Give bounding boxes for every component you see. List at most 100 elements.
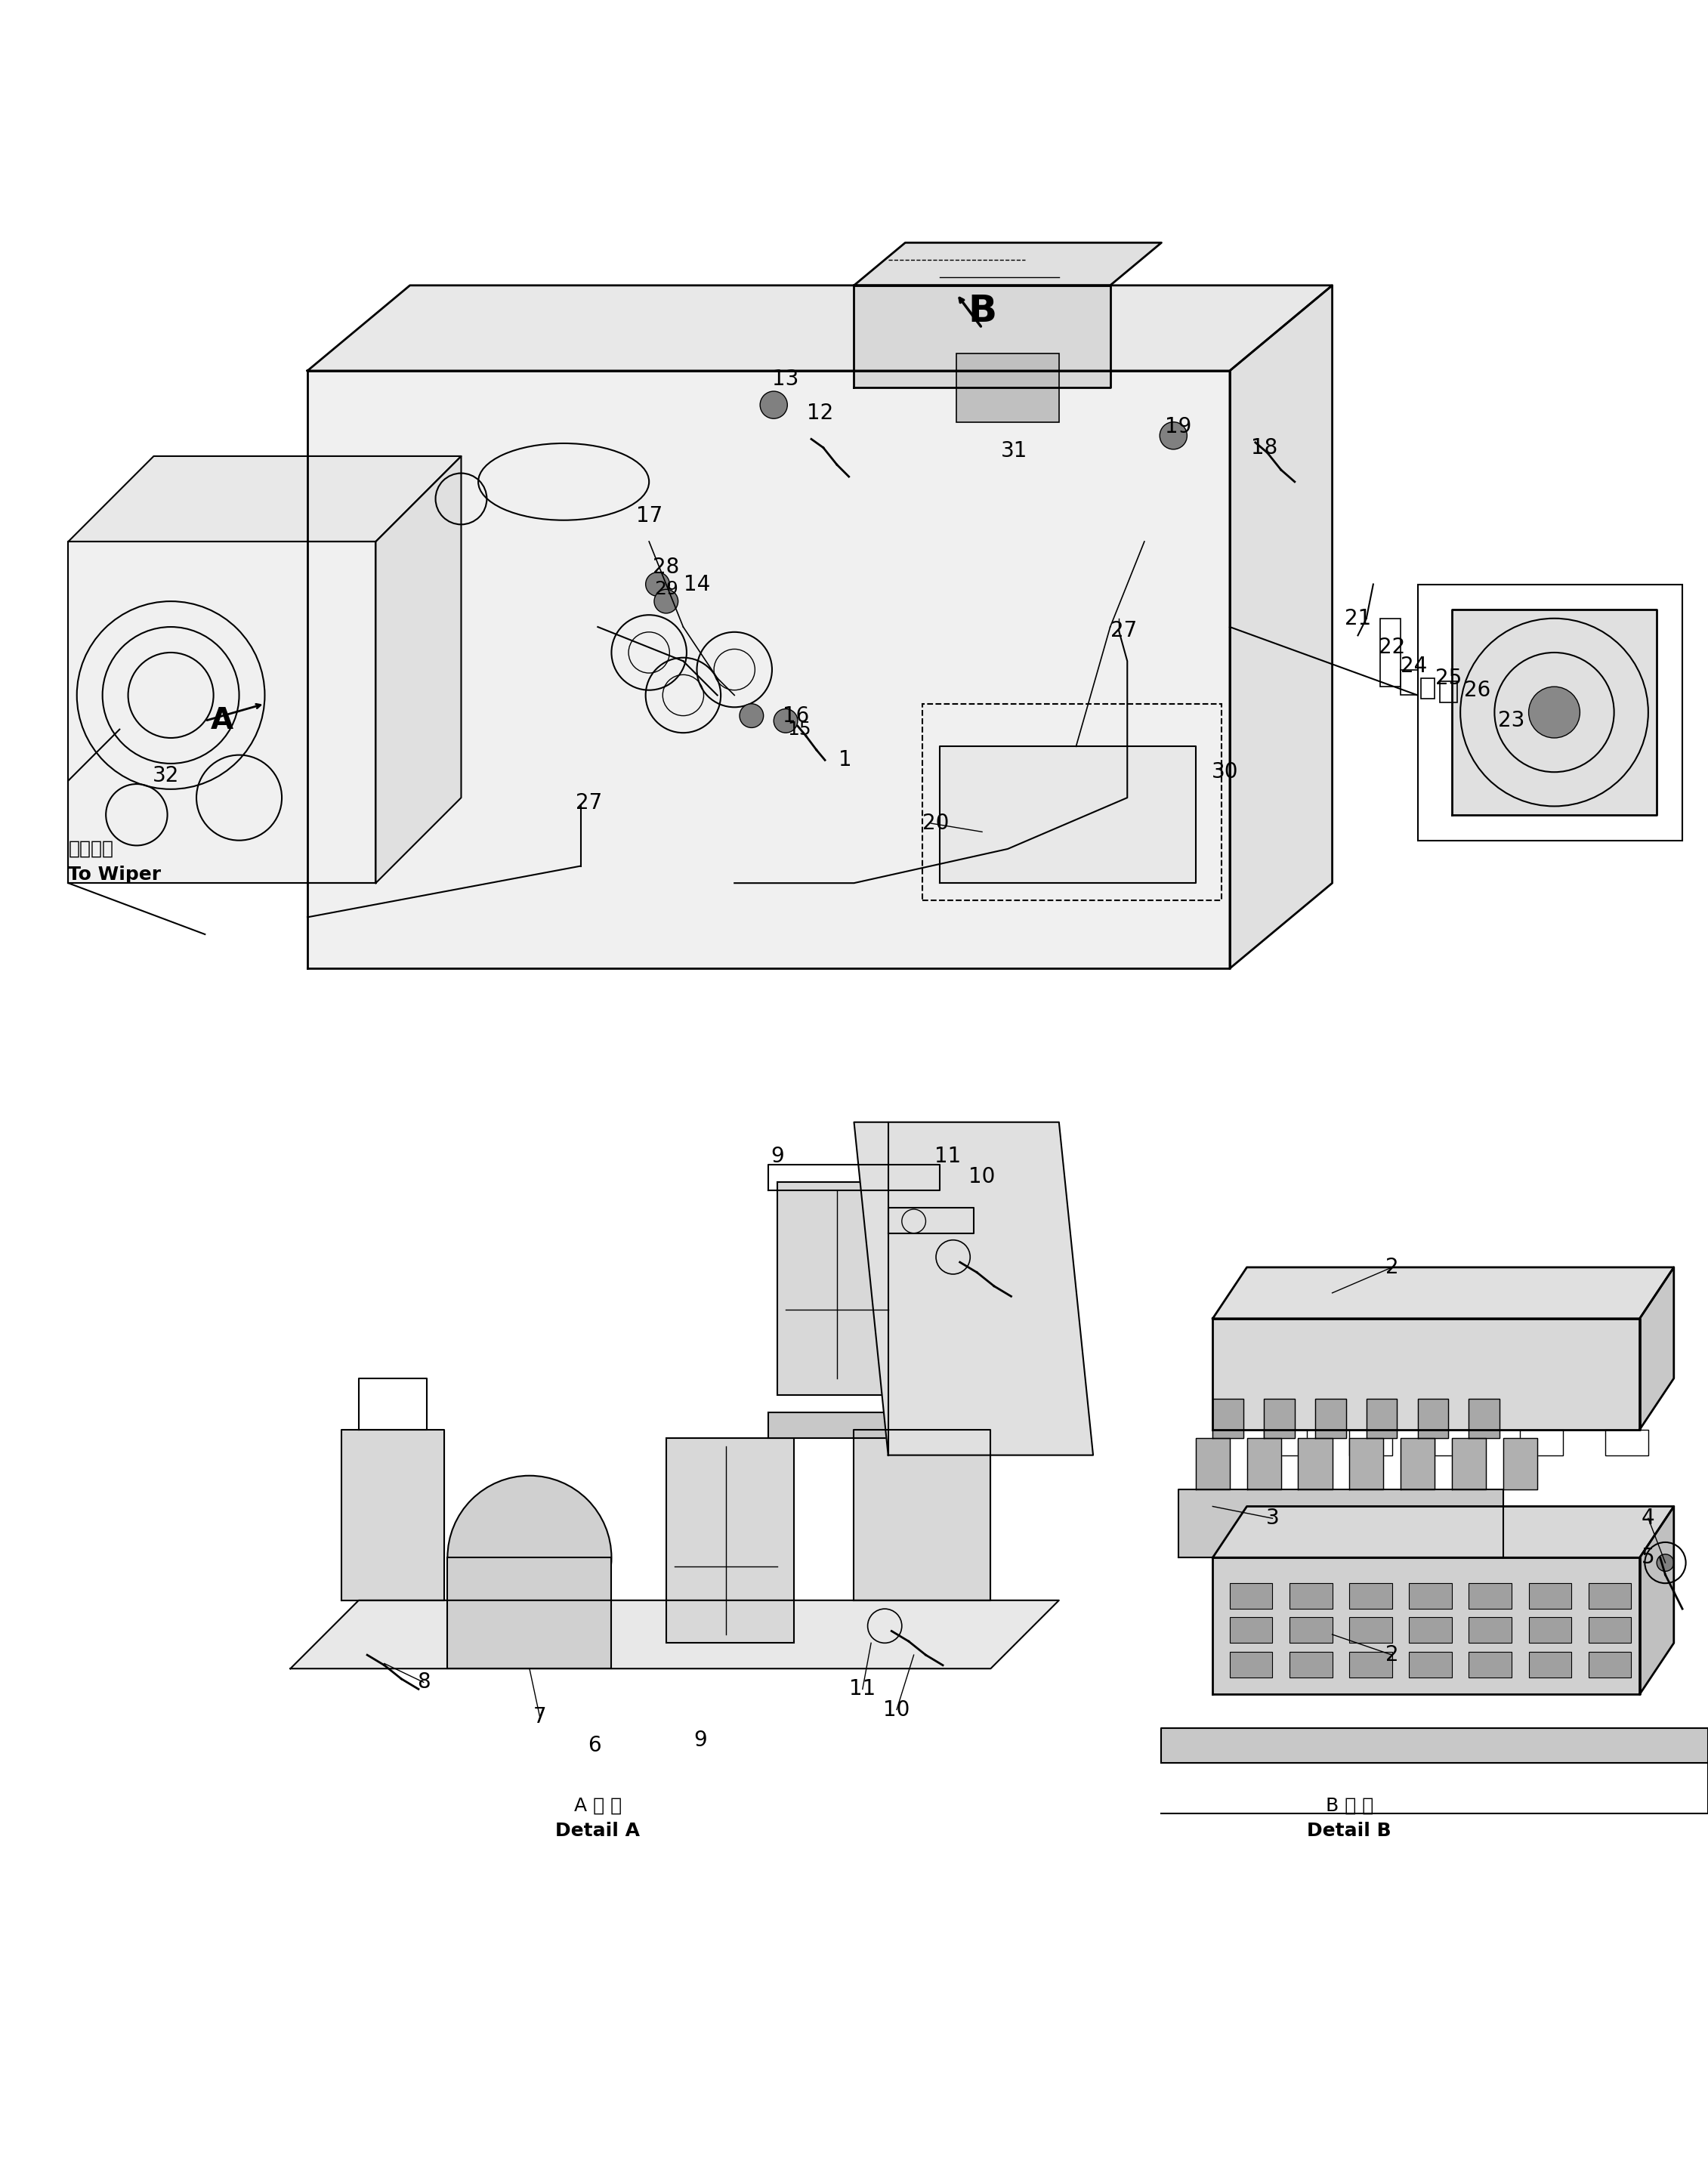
Text: 5: 5 — [1641, 1547, 1655, 1569]
Polygon shape — [307, 285, 1332, 370]
Bar — [1349, 1617, 1392, 1643]
Text: 9: 9 — [693, 1730, 707, 1752]
Polygon shape — [1452, 1438, 1486, 1488]
Text: 30: 30 — [1211, 762, 1238, 783]
Text: 21: 21 — [1344, 607, 1372, 629]
Bar — [1520, 1430, 1563, 1456]
Polygon shape — [1469, 1399, 1500, 1438]
Polygon shape — [68, 542, 376, 883]
Bar — [769, 1412, 922, 1438]
Text: 29: 29 — [654, 581, 678, 598]
Text: B: B — [968, 294, 996, 329]
Polygon shape — [1366, 1399, 1397, 1438]
Text: 25: 25 — [1435, 668, 1462, 690]
Text: A: A — [210, 707, 234, 735]
Circle shape — [447, 1475, 611, 1639]
Bar — [1380, 618, 1401, 688]
Polygon shape — [1213, 1399, 1243, 1438]
Text: 18: 18 — [1250, 437, 1278, 459]
Text: 11: 11 — [849, 1678, 876, 1699]
Text: 23: 23 — [1498, 709, 1525, 731]
Bar — [1349, 1584, 1392, 1608]
Bar — [1588, 1584, 1631, 1608]
Bar — [1349, 1430, 1392, 1456]
Bar — [1529, 1652, 1571, 1678]
Text: 24: 24 — [1401, 655, 1428, 677]
Bar — [1529, 1584, 1571, 1608]
Polygon shape — [1315, 1399, 1346, 1438]
Text: B 詳 細: B 詳 細 — [1325, 1795, 1373, 1815]
Polygon shape — [1640, 1506, 1674, 1695]
Text: 31: 31 — [1001, 440, 1028, 461]
Polygon shape — [307, 370, 1230, 968]
Circle shape — [1160, 422, 1187, 448]
Polygon shape — [68, 457, 461, 542]
Bar — [1606, 1430, 1648, 1456]
Bar — [1469, 1617, 1512, 1643]
Bar — [1409, 1584, 1452, 1608]
Text: 27: 27 — [576, 792, 603, 814]
Text: 8: 8 — [417, 1671, 430, 1693]
Polygon shape — [1418, 1399, 1448, 1438]
Text: 2: 2 — [1385, 1258, 1399, 1277]
Bar — [1588, 1617, 1631, 1643]
Polygon shape — [1213, 1319, 1640, 1430]
Polygon shape — [1196, 1438, 1230, 1488]
Polygon shape — [854, 1123, 1093, 1456]
Circle shape — [654, 590, 678, 614]
Bar — [1435, 1430, 1477, 1456]
Polygon shape — [1161, 1728, 1708, 1763]
Text: 26: 26 — [1464, 679, 1491, 701]
Circle shape — [646, 572, 670, 596]
Polygon shape — [1349, 1438, 1383, 1488]
Circle shape — [760, 392, 787, 418]
Polygon shape — [939, 746, 1196, 883]
Polygon shape — [376, 457, 461, 883]
Text: 9: 9 — [770, 1147, 784, 1166]
Polygon shape — [1230, 285, 1332, 968]
Text: 15: 15 — [787, 720, 811, 738]
Bar — [1401, 670, 1418, 694]
Text: Detail B: Detail B — [1307, 1821, 1392, 1841]
Bar — [1418, 583, 1682, 840]
Bar — [1290, 1584, 1332, 1608]
Bar — [1529, 1617, 1571, 1643]
Text: To Wiper: To Wiper — [68, 866, 161, 883]
Circle shape — [1529, 688, 1580, 738]
Bar — [666, 1438, 794, 1643]
Text: 17: 17 — [635, 505, 663, 527]
Text: 27: 27 — [1110, 620, 1138, 642]
Polygon shape — [1298, 1438, 1332, 1488]
Polygon shape — [290, 1599, 1059, 1669]
Polygon shape — [1640, 1266, 1674, 1430]
Text: 11: 11 — [934, 1147, 962, 1166]
Polygon shape — [1213, 1558, 1640, 1695]
Bar — [1230, 1617, 1272, 1643]
Bar — [1469, 1584, 1512, 1608]
Bar — [1290, 1652, 1332, 1678]
Bar — [1421, 679, 1435, 698]
Circle shape — [774, 709, 798, 733]
Text: A 詳 細: A 詳 細 — [574, 1795, 622, 1815]
Text: 7: 7 — [533, 1706, 547, 1728]
Polygon shape — [1179, 1488, 1503, 1558]
Text: 10: 10 — [883, 1699, 910, 1721]
Bar — [922, 703, 1221, 901]
Text: 6: 6 — [588, 1734, 601, 1756]
Bar — [447, 1558, 611, 1669]
Polygon shape — [1503, 1438, 1537, 1488]
Text: 4: 4 — [1641, 1508, 1655, 1530]
Bar — [1230, 1652, 1272, 1678]
Polygon shape — [1213, 1506, 1674, 1558]
Polygon shape — [1452, 609, 1657, 814]
Text: 2: 2 — [1385, 1645, 1399, 1665]
Text: 13: 13 — [772, 368, 799, 390]
Text: 28: 28 — [652, 557, 680, 577]
Polygon shape — [854, 244, 1161, 285]
Polygon shape — [1264, 1399, 1295, 1438]
Polygon shape — [342, 1430, 444, 1599]
Polygon shape — [1213, 1266, 1674, 1319]
Bar — [1230, 1584, 1272, 1608]
Bar — [1469, 1652, 1512, 1678]
Bar — [1588, 1652, 1631, 1678]
